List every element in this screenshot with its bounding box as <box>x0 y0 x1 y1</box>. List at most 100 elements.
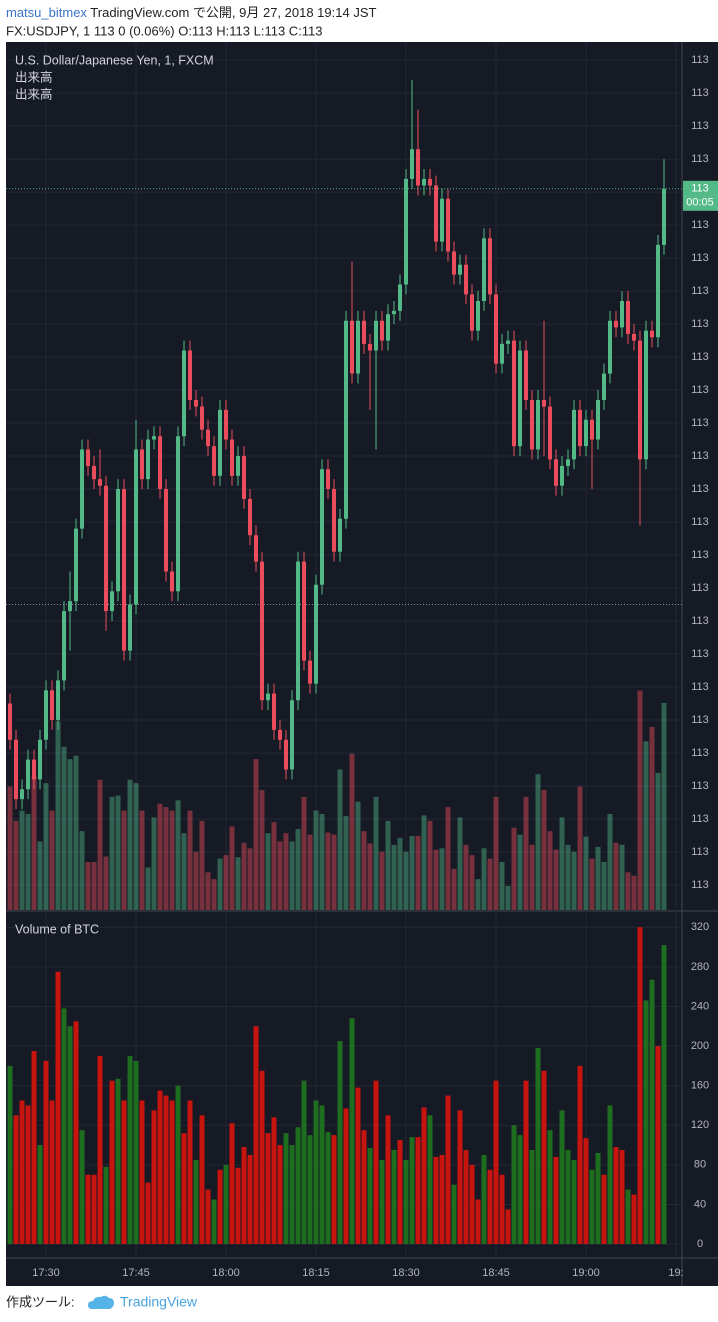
candle-body <box>266 693 271 701</box>
volume-bar <box>211 1199 217 1245</box>
overlay-volume-bar <box>25 813 31 910</box>
overlay-volume-bar <box>583 836 589 910</box>
overlay-volume-bar <box>577 786 583 910</box>
candle-body <box>356 320 361 374</box>
candle-body <box>404 178 409 285</box>
candle-body <box>296 561 301 701</box>
y-tick-label: 240 <box>691 1000 709 1012</box>
overlay-volume-bar <box>193 851 199 910</box>
volume-bar <box>631 1194 637 1245</box>
y-tick-label: 113 <box>691 780 709 792</box>
candle-body <box>530 399 535 450</box>
overlay-volume-bar <box>79 831 85 910</box>
overlay-volume-bar <box>595 846 601 910</box>
volume-bar <box>487 1169 493 1245</box>
y-tick-label: 113 <box>691 87 709 99</box>
overlay-volume-bar <box>127 779 133 910</box>
overlay-volume-bar <box>67 759 73 910</box>
candle-body <box>398 284 403 311</box>
overlay-volume-bar <box>121 810 127 910</box>
overlay-volume-bar <box>511 827 517 910</box>
candle-body <box>596 399 601 440</box>
volume-bar <box>283 1133 289 1245</box>
volume-bar <box>625 1189 631 1245</box>
overlay-volume-bar <box>61 746 67 910</box>
volume-bar <box>31 1050 37 1245</box>
overlay-volume-bar <box>427 820 433 910</box>
candle-body <box>416 149 421 186</box>
indicator-label: 出来高 <box>15 69 53 84</box>
chart-background <box>6 42 718 1286</box>
overlay-volume-bar <box>415 835 421 910</box>
volume-bar <box>361 1130 367 1245</box>
candle-body <box>152 436 157 440</box>
y-tick-label: 113 <box>691 54 709 66</box>
overlay-volume-bar <box>367 843 373 910</box>
overlay-volume-bar <box>457 817 463 910</box>
volume-bar <box>199 1115 205 1245</box>
candle-body <box>200 406 205 430</box>
volume-bar <box>247 1154 253 1245</box>
published: TradingView.com で公開, 9月 27, 2018 19:14 J… <box>87 5 377 20</box>
y-tick-label: 113 <box>691 384 709 396</box>
overlay-volume-bar <box>487 858 493 910</box>
candle-body <box>86 449 91 466</box>
volume-bar <box>271 1117 277 1245</box>
volume-bar <box>421 1107 427 1245</box>
candle-body <box>578 409 583 447</box>
author-link[interactable]: matsu_bitmex <box>6 5 87 20</box>
footer-brand[interactable]: TradingView <box>120 1294 198 1310</box>
overlay-volume-bar <box>37 841 43 910</box>
y-tick-label: 0 <box>697 1238 703 1250</box>
volume-bar <box>529 1149 535 1245</box>
overlay-volume-bar <box>109 796 115 910</box>
candle-body <box>14 739 19 800</box>
volume-bar <box>79 1130 85 1245</box>
overlay-volume-bar <box>283 833 289 910</box>
footer-made-with: 作成ツール: <box>6 1294 75 1309</box>
y-tick-label: 80 <box>694 1159 706 1171</box>
candle-body <box>560 465 565 486</box>
candle-body <box>584 419 589 447</box>
countdown-label: 00:05 <box>686 197 714 209</box>
brand-logo[interactable] <box>88 1295 114 1309</box>
overlay-volume-bar <box>601 861 607 910</box>
candle-body <box>590 419 595 440</box>
volume-bar <box>655 1046 661 1245</box>
overlay-volume-bar <box>493 796 499 910</box>
candle-body <box>110 591 115 612</box>
volume-bar <box>337 1041 343 1245</box>
volume-bar <box>475 1199 481 1245</box>
overlay-volume-bar <box>139 810 145 910</box>
overlay-volume-bar <box>241 842 247 910</box>
candle-body <box>650 330 655 338</box>
volume-bar <box>91 1174 97 1245</box>
volume-bar <box>223 1164 229 1245</box>
last-price-label: 113 <box>691 183 709 195</box>
volume-bar <box>595 1152 601 1245</box>
candle-body <box>62 611 67 681</box>
volume-bar <box>151 1110 157 1245</box>
overlay-volume-bar <box>607 813 613 910</box>
volume-bar <box>343 1108 349 1245</box>
volume-bar <box>193 1159 199 1245</box>
volume-bar <box>55 971 61 1245</box>
volume-bar <box>493 1080 499 1245</box>
candle-body <box>350 320 355 374</box>
overlay-volume-bar <box>7 786 13 910</box>
volume-bar <box>241 1147 247 1245</box>
y-tick-label: 113 <box>691 516 709 528</box>
candle-body <box>302 561 307 661</box>
overlay-volume-bar <box>553 849 559 910</box>
overlay-volume-bar <box>13 820 19 910</box>
overlay-volume-bar <box>85 861 91 910</box>
candle-body <box>386 314 391 341</box>
volume-bar <box>439 1154 445 1245</box>
overlay-volume-bar <box>379 851 385 910</box>
candle-body <box>104 485 109 612</box>
candle-body <box>176 436 181 592</box>
x-tick-label: 19: <box>668 1267 683 1279</box>
volume-bar <box>373 1080 379 1245</box>
y-tick-label: 113 <box>691 681 709 693</box>
overlay-volume-bar <box>271 822 277 910</box>
